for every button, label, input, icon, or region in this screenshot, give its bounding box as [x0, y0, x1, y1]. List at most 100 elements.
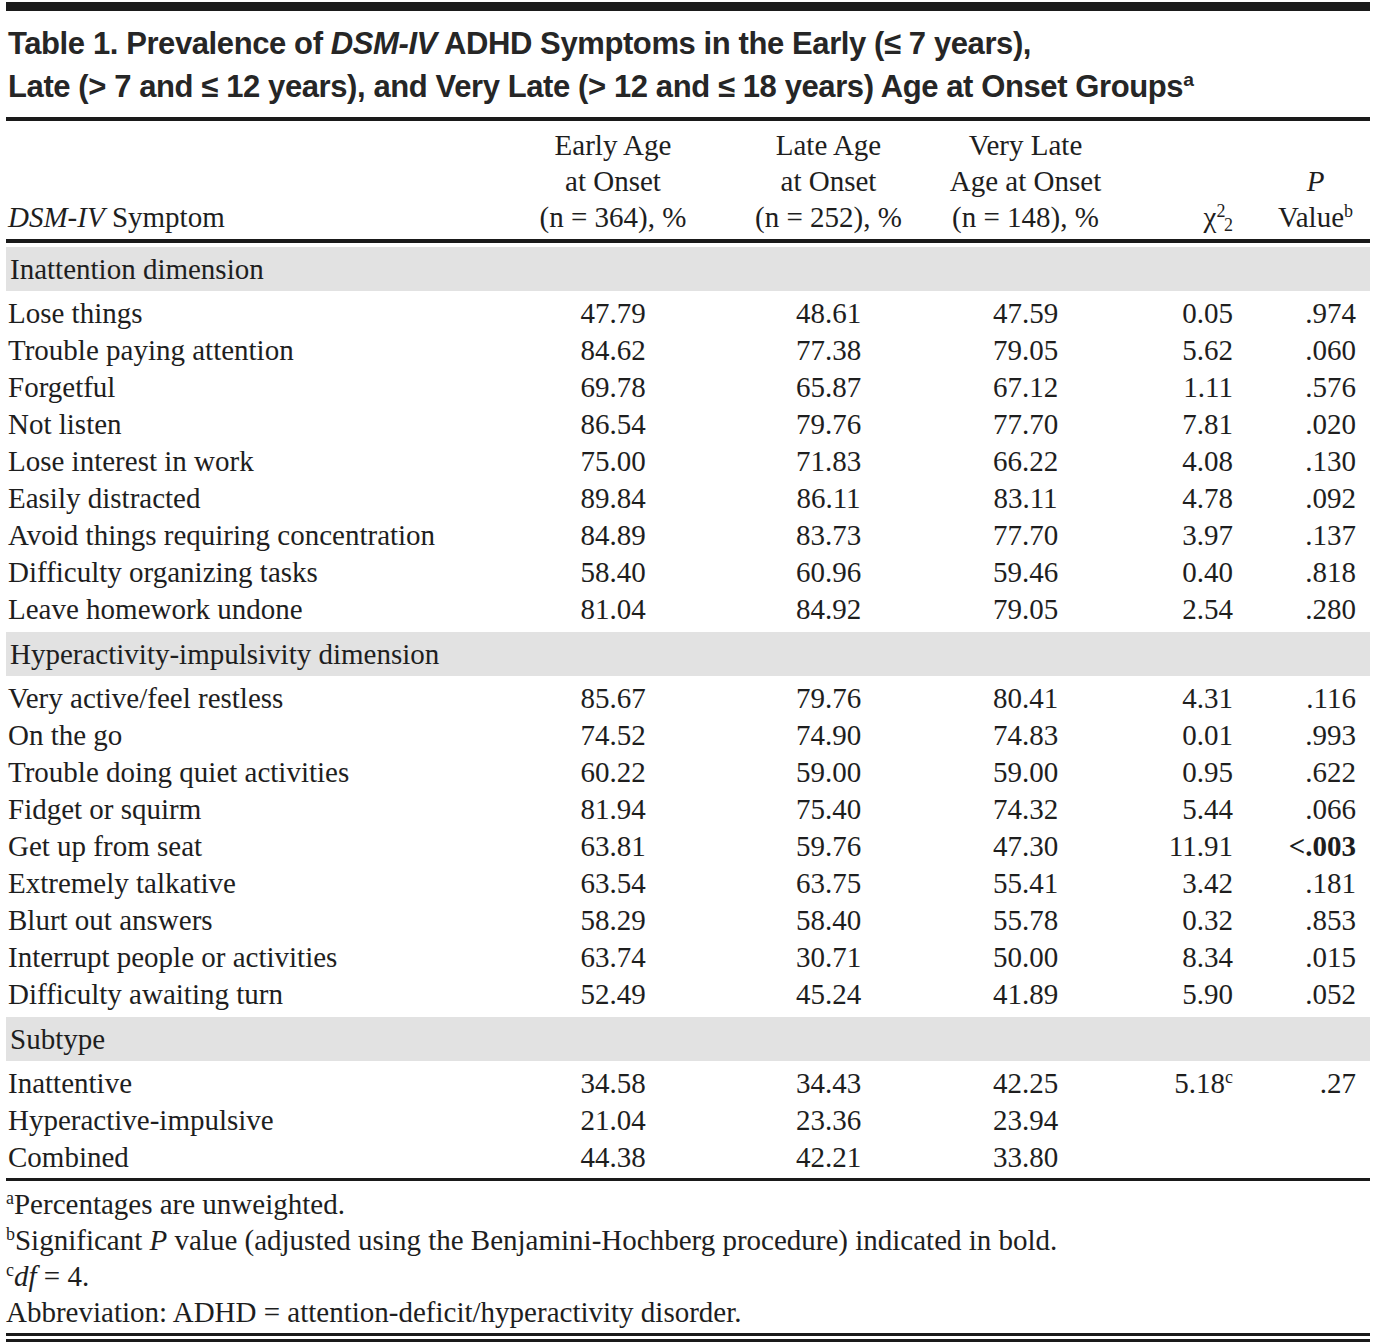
cell-symptom: Interrupt people or activities	[6, 939, 496, 976]
cell-early: 89.84	[496, 480, 730, 517]
chi-squared-value: 4.08	[1182, 445, 1233, 477]
cell-symptom: Hyperactive-impulsive	[6, 1102, 496, 1139]
chi-squared-value: 2.54	[1182, 593, 1233, 625]
cell-p-value: .27	[1261, 1065, 1370, 1102]
header-late-age: Late Age at Onset (n = 252), %	[730, 127, 927, 235]
cell-very-late: 67.12	[927, 369, 1124, 406]
title-line-1: Table 1. Prevalence of DSM-IV ADHD Sympt…	[8, 22, 1368, 65]
footnote-text: P	[150, 1224, 168, 1256]
cell-chi-squared: 5.44	[1124, 791, 1261, 828]
footnote-marker: c	[1225, 1067, 1233, 1087]
footnote-line: Abbreviation: ADHD = attention-deficit/h…	[6, 1294, 1370, 1330]
cell-p-value: .818	[1261, 554, 1370, 591]
cell-very-late: 42.25	[927, 1065, 1124, 1102]
cell-late: 79.76	[730, 406, 927, 443]
chi-squared-value: 0.05	[1182, 297, 1233, 329]
cell-very-late: 47.30	[927, 828, 1124, 865]
cell-late: 79.76	[730, 680, 927, 717]
top-rule	[6, 2, 1370, 11]
header-symptom-italic: DSM-IV	[8, 201, 105, 233]
cell-p-value: .092	[1261, 480, 1370, 517]
table-row: Lose things47.7948.6147.590.05.974	[6, 295, 1370, 332]
cell-p-value: .137	[1261, 517, 1370, 554]
cell-chi-squared: 3.42	[1124, 865, 1261, 902]
cell-very-late: 79.05	[927, 591, 1124, 628]
cell-p-value: .020	[1261, 406, 1370, 443]
cell-chi-squared: 0.01	[1124, 717, 1261, 754]
cell-symptom: Not listen	[6, 406, 496, 443]
cell-symptom: Get up from seat	[6, 828, 496, 865]
footnote-line: bSignificant P value (adjusted using the…	[6, 1222, 1370, 1258]
section-header: Hyperactivity-impulsivity dimension	[6, 632, 1370, 676]
cell-p-value: .015	[1261, 939, 1370, 976]
cell-very-late: 74.32	[927, 791, 1124, 828]
chi-squared-value: 0.32	[1182, 904, 1233, 936]
cell-very-late: 77.70	[927, 517, 1124, 554]
cell-late: 60.96	[730, 554, 927, 591]
cell-p-value: .181	[1261, 865, 1370, 902]
footnote-text: = 4.	[37, 1260, 90, 1292]
cell-early: 86.54	[496, 406, 730, 443]
journal-table-figure: Table 1. Prevalence of DSM-IV ADHD Sympt…	[0, 0, 1376, 1344]
header-p-value-line: Valueb	[1261, 199, 1370, 235]
cell-chi-squared: 0.05	[1124, 295, 1261, 332]
table-row: Hyperactive-impulsive21.0423.3623.94	[6, 1102, 1370, 1139]
rule-below-header	[6, 239, 1370, 243]
header-p-italic: P	[1261, 163, 1370, 199]
chi-squared-value: 4.31	[1182, 682, 1233, 714]
cell-symptom: Avoid things requiring concentration	[6, 517, 496, 554]
cell-p-value: .066	[1261, 791, 1370, 828]
cell-late: 48.61	[730, 295, 927, 332]
cell-early: 85.67	[496, 680, 730, 717]
footnote-marker: b	[6, 1224, 15, 1244]
cell-symptom: Inattentive	[6, 1065, 496, 1102]
cell-symptom: Very active/feel restless	[6, 680, 496, 717]
cell-early: 81.04	[496, 591, 730, 628]
cell-very-late: 79.05	[927, 332, 1124, 369]
header-symptom-rest: Symptom	[105, 201, 225, 233]
header-early-age: Early Age at Onset (n = 364), %	[496, 127, 730, 235]
cell-late: 84.92	[730, 591, 927, 628]
header-line: Very Late	[927, 127, 1124, 163]
title-text: Late (> 7 and ≤ 12 years), and Very Late…	[8, 69, 1183, 104]
cell-late: 77.38	[730, 332, 927, 369]
cell-symptom: Leave homework undone	[6, 591, 496, 628]
chi-squared-value: 3.42	[1182, 867, 1233, 899]
table-row: Leave homework undone81.0484.9279.05 2.54…	[6, 591, 1370, 628]
chi-squared-value: 4.78	[1182, 482, 1233, 514]
table-title: Table 1. Prevalence of DSM-IV ADHD Sympt…	[6, 11, 1370, 117]
cell-late: 63.75	[730, 865, 927, 902]
cell-chi-squared: 4.31	[1124, 680, 1261, 717]
cell-chi-squared: 4.78	[1124, 480, 1261, 517]
cell-chi-squared: 0.95	[1124, 754, 1261, 791]
table-row: Fidget or squirm81.9475.4074.325.44.066	[6, 791, 1370, 828]
cell-symptom: Lose things	[6, 295, 496, 332]
cell-early: 63.74	[496, 939, 730, 976]
cell-p-value: <.003	[1261, 828, 1370, 865]
cell-very-late: 33.80	[927, 1139, 1124, 1176]
table-row: Extremely talkative63.5463.7555.413.42.1…	[6, 865, 1370, 902]
header-line: at Onset	[496, 163, 730, 199]
cell-early: 84.62	[496, 332, 730, 369]
cell-symptom: On the go	[6, 717, 496, 754]
section-header: Inattention dimension	[6, 247, 1370, 291]
header-line: (n = 364), %	[496, 199, 730, 235]
cell-chi-squared: 11.91	[1124, 828, 1261, 865]
chi-squared-value: 8.34	[1182, 941, 1233, 973]
table-row: Very active/feel restless85.6779.7680.41…	[6, 680, 1370, 717]
title-text: ADHD Symptoms in the Early (≤ 7 years),	[437, 26, 1031, 61]
cell-late: 58.40	[730, 902, 927, 939]
table-row: Trouble paying attention84.6277.3879.055…	[6, 332, 1370, 369]
table-row: Forgetful69.7865.8767.121.11.576	[6, 369, 1370, 406]
table-row: Inattentive34.5834.4342.255.18c.27	[6, 1065, 1370, 1102]
header-line: Age at Onset	[927, 163, 1124, 199]
cell-symptom: Difficulty awaiting turn	[6, 976, 496, 1013]
cell-p-value: .116	[1261, 680, 1370, 717]
table-row: Difficulty organizing tasks58.4060.9659.…	[6, 554, 1370, 591]
footnote-text: Significant	[15, 1224, 150, 1256]
cell-very-late: 77.70	[927, 406, 1124, 443]
cell-chi-squared: 5.90	[1124, 976, 1261, 1013]
cell-early: 74.52	[496, 717, 730, 754]
chi-squared-value: 5.62	[1182, 334, 1233, 366]
chi-squared-value: 1.11	[1183, 371, 1233, 403]
